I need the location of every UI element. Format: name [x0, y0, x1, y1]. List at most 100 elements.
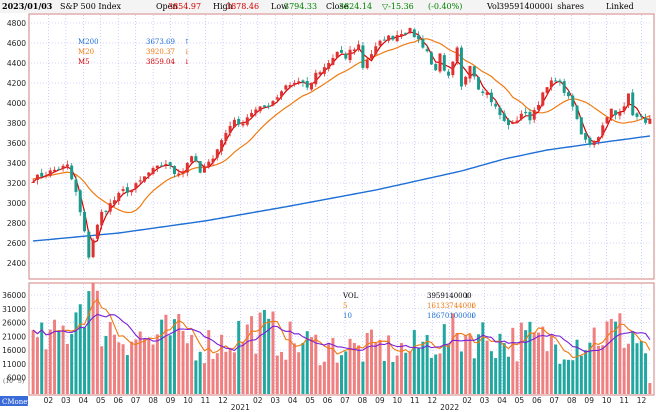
main-y-tick: 4000	[7, 99, 26, 108]
x-axis-month-label: 07	[550, 396, 560, 405]
volume-value: 3959140000	[499, 2, 550, 11]
mode-toggle[interactable]: Linked	[606, 2, 634, 11]
volume-bar	[211, 358, 215, 394]
volume-bar	[254, 353, 258, 394]
main-y-axis: 2400 2600 2800 3000 3200 3400 3600 3800 4000 4200…	[7, 19, 26, 268]
volume-bar	[138, 331, 142, 394]
candle-body	[258, 106, 262, 112]
candle-body	[352, 49, 356, 51]
candle-body	[584, 133, 588, 140]
volume-bar	[494, 358, 498, 394]
candle-body	[292, 82, 296, 84]
main-y-tick: 3200	[7, 179, 26, 188]
candle-body	[545, 87, 549, 93]
volume-bar	[601, 345, 605, 394]
candle-body	[344, 54, 348, 59]
candle-body	[558, 80, 562, 83]
volume-bar	[262, 309, 266, 394]
volume-bar	[429, 357, 433, 394]
candle-body	[417, 35, 421, 40]
candle-body	[605, 117, 609, 124]
volume-bar	[592, 327, 596, 394]
volume-bar	[549, 335, 553, 394]
volume-bar	[202, 363, 206, 394]
volume-bar	[288, 321, 292, 394]
close-label: Close	[326, 2, 349, 11]
legend-vol10-name: 10	[343, 312, 352, 320]
volume-bar	[31, 330, 35, 394]
volume-bar	[648, 383, 652, 394]
candle-body	[571, 95, 575, 107]
volume-bar	[100, 346, 104, 394]
candle-body	[142, 176, 146, 182]
x-axis-month-label: 02	[462, 396, 472, 405]
candle-body	[391, 35, 395, 40]
candle-body	[250, 112, 254, 117]
volume-bar	[571, 360, 575, 394]
x-axis-month-label: 09	[166, 396, 176, 405]
volume-bar	[237, 320, 241, 394]
x-axis-month-label: 02	[44, 396, 54, 405]
candle-body	[477, 77, 481, 90]
ma200-line	[33, 135, 650, 242]
candle-body	[648, 118, 652, 124]
volume-bar	[164, 314, 168, 394]
volume-bar	[142, 338, 146, 394]
candle-body	[554, 80, 558, 82]
volume-bar	[519, 322, 523, 394]
candle-body	[151, 168, 155, 174]
volume-bar	[35, 337, 39, 394]
x-axis-year-label: 2022	[440, 403, 459, 412]
candle-body	[519, 113, 523, 120]
candle-body	[237, 118, 241, 125]
candle-body	[245, 117, 249, 125]
legend-m20-value: 3920.37	[146, 48, 175, 56]
candle-body	[207, 161, 211, 167]
main-y-tick: 3400	[7, 159, 26, 168]
volume-bar	[224, 351, 228, 394]
legend-m200-name: M200	[78, 38, 99, 46]
candle-body	[549, 80, 553, 88]
x-axis-month-label: 12	[218, 396, 228, 405]
x-axis-month-label: 06	[323, 396, 333, 405]
volume-bar	[541, 326, 545, 394]
x-axis-month-label: 06	[532, 396, 542, 405]
candle-body	[78, 190, 82, 213]
volume-bar	[134, 339, 138, 394]
candle-body	[138, 180, 142, 182]
low-label: Low	[271, 2, 288, 11]
candle-body	[198, 161, 202, 173]
candle-body	[280, 91, 284, 97]
candle-body	[83, 211, 87, 232]
candle-body	[498, 107, 502, 116]
candle-body	[104, 210, 108, 212]
volume-bar	[369, 329, 373, 394]
volume-y-tick: 16000	[2, 346, 26, 355]
candle-body	[511, 122, 515, 125]
volume-bar	[322, 361, 326, 394]
volume-bar	[292, 343, 296, 394]
candle-body	[468, 65, 472, 79]
volume-bar	[194, 360, 198, 394]
candle-body	[374, 46, 378, 55]
volume-bar	[121, 344, 125, 394]
volume-chart-frame	[28, 282, 655, 396]
brand-logo: CMoney	[2, 398, 31, 406]
candle-body	[40, 172, 44, 177]
volume-bar	[455, 332, 459, 394]
volume-bar	[78, 304, 82, 394]
legend-m20-arrow: ↓	[184, 48, 190, 56]
candle-body	[592, 141, 596, 145]
volume-bar	[635, 343, 639, 394]
candle-body	[314, 72, 318, 85]
volume-y-tick: 6000	[7, 374, 26, 383]
volume-bar	[198, 351, 202, 394]
volume-bar	[528, 321, 532, 394]
main-y-tick: 2400	[7, 259, 26, 268]
x-axis-month-label: 03	[270, 396, 280, 405]
candle-body	[48, 170, 52, 176]
volume-bar	[387, 335, 391, 394]
x-axis-month-label: 11	[410, 396, 420, 405]
x-axis-month-label: 03	[61, 396, 71, 405]
volume-unit-label: (10^5)	[3, 378, 24, 385]
